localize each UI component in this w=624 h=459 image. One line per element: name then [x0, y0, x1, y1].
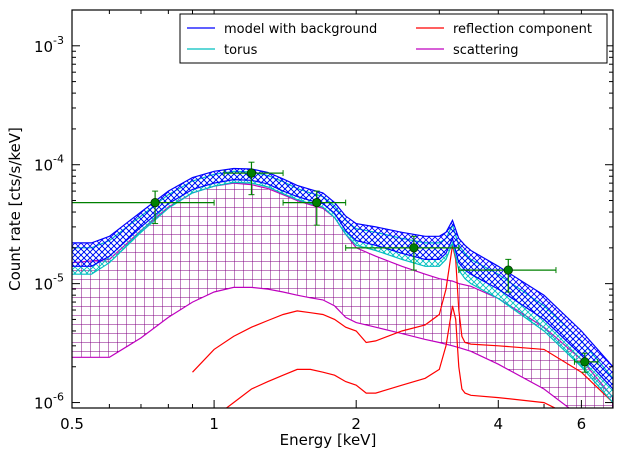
legend-label-reflection: reflection component: [453, 22, 592, 37]
x-axis-label: Energy [keV]: [280, 431, 377, 449]
data-point: [345, 235, 460, 271]
legend-label-model: model with background: [224, 22, 377, 37]
band-lower-reflection-component: [225, 305, 557, 408]
y-axis-label: Count rate [cts/s/keV]: [6, 127, 24, 291]
band-fill-scattering: [72, 183, 613, 408]
x-tick-label: 4: [494, 415, 504, 433]
model-bands: [72, 167, 613, 408]
data-marker: [503, 265, 513, 275]
band-upper-reflection-component: [192, 245, 613, 404]
y-axis: 10-6 10-5 10-4 10-3: [34, 9, 613, 413]
y-tick-label: 10-4: [34, 153, 64, 175]
band-lower-model-with-background: [72, 178, 613, 390]
data-marker: [409, 243, 419, 253]
data-marker: [150, 198, 160, 208]
data-marker: [246, 168, 257, 178]
legend-box: [179, 13, 608, 64]
band-upper-model-with-background: [72, 167, 613, 368]
legend-label-scattering: scattering: [453, 43, 519, 58]
x-tick-label: 1: [209, 415, 219, 433]
series-model-with-background: [72, 167, 613, 390]
band-lower-torus: [72, 181, 613, 403]
data-point: [72, 190, 215, 225]
data-marker: [312, 198, 322, 208]
data-point: [458, 258, 557, 293]
plot-frame: [71, 9, 614, 409]
x-tick-label: 6: [577, 415, 587, 433]
data-point: [282, 190, 347, 226]
x-tick-label: 0.5: [60, 415, 84, 433]
data-points: [72, 161, 599, 373]
data-marker: [580, 357, 590, 367]
x-axis: 0.5 1 2 4 6: [60, 10, 614, 433]
legend: model with background reflection compone…: [179, 13, 608, 64]
data-point: [573, 352, 599, 373]
series-reflection-component: [192, 245, 613, 408]
y-tick-label: 10-5: [34, 272, 64, 294]
y-tick-label: 10-3: [34, 34, 64, 56]
legend-label-torus: torus: [224, 43, 258, 58]
y-tick-label: 10-6: [34, 391, 64, 413]
x-tick-label: 2: [351, 415, 361, 433]
data-point: [223, 161, 284, 196]
band-lower-scattering: [72, 286, 571, 408]
